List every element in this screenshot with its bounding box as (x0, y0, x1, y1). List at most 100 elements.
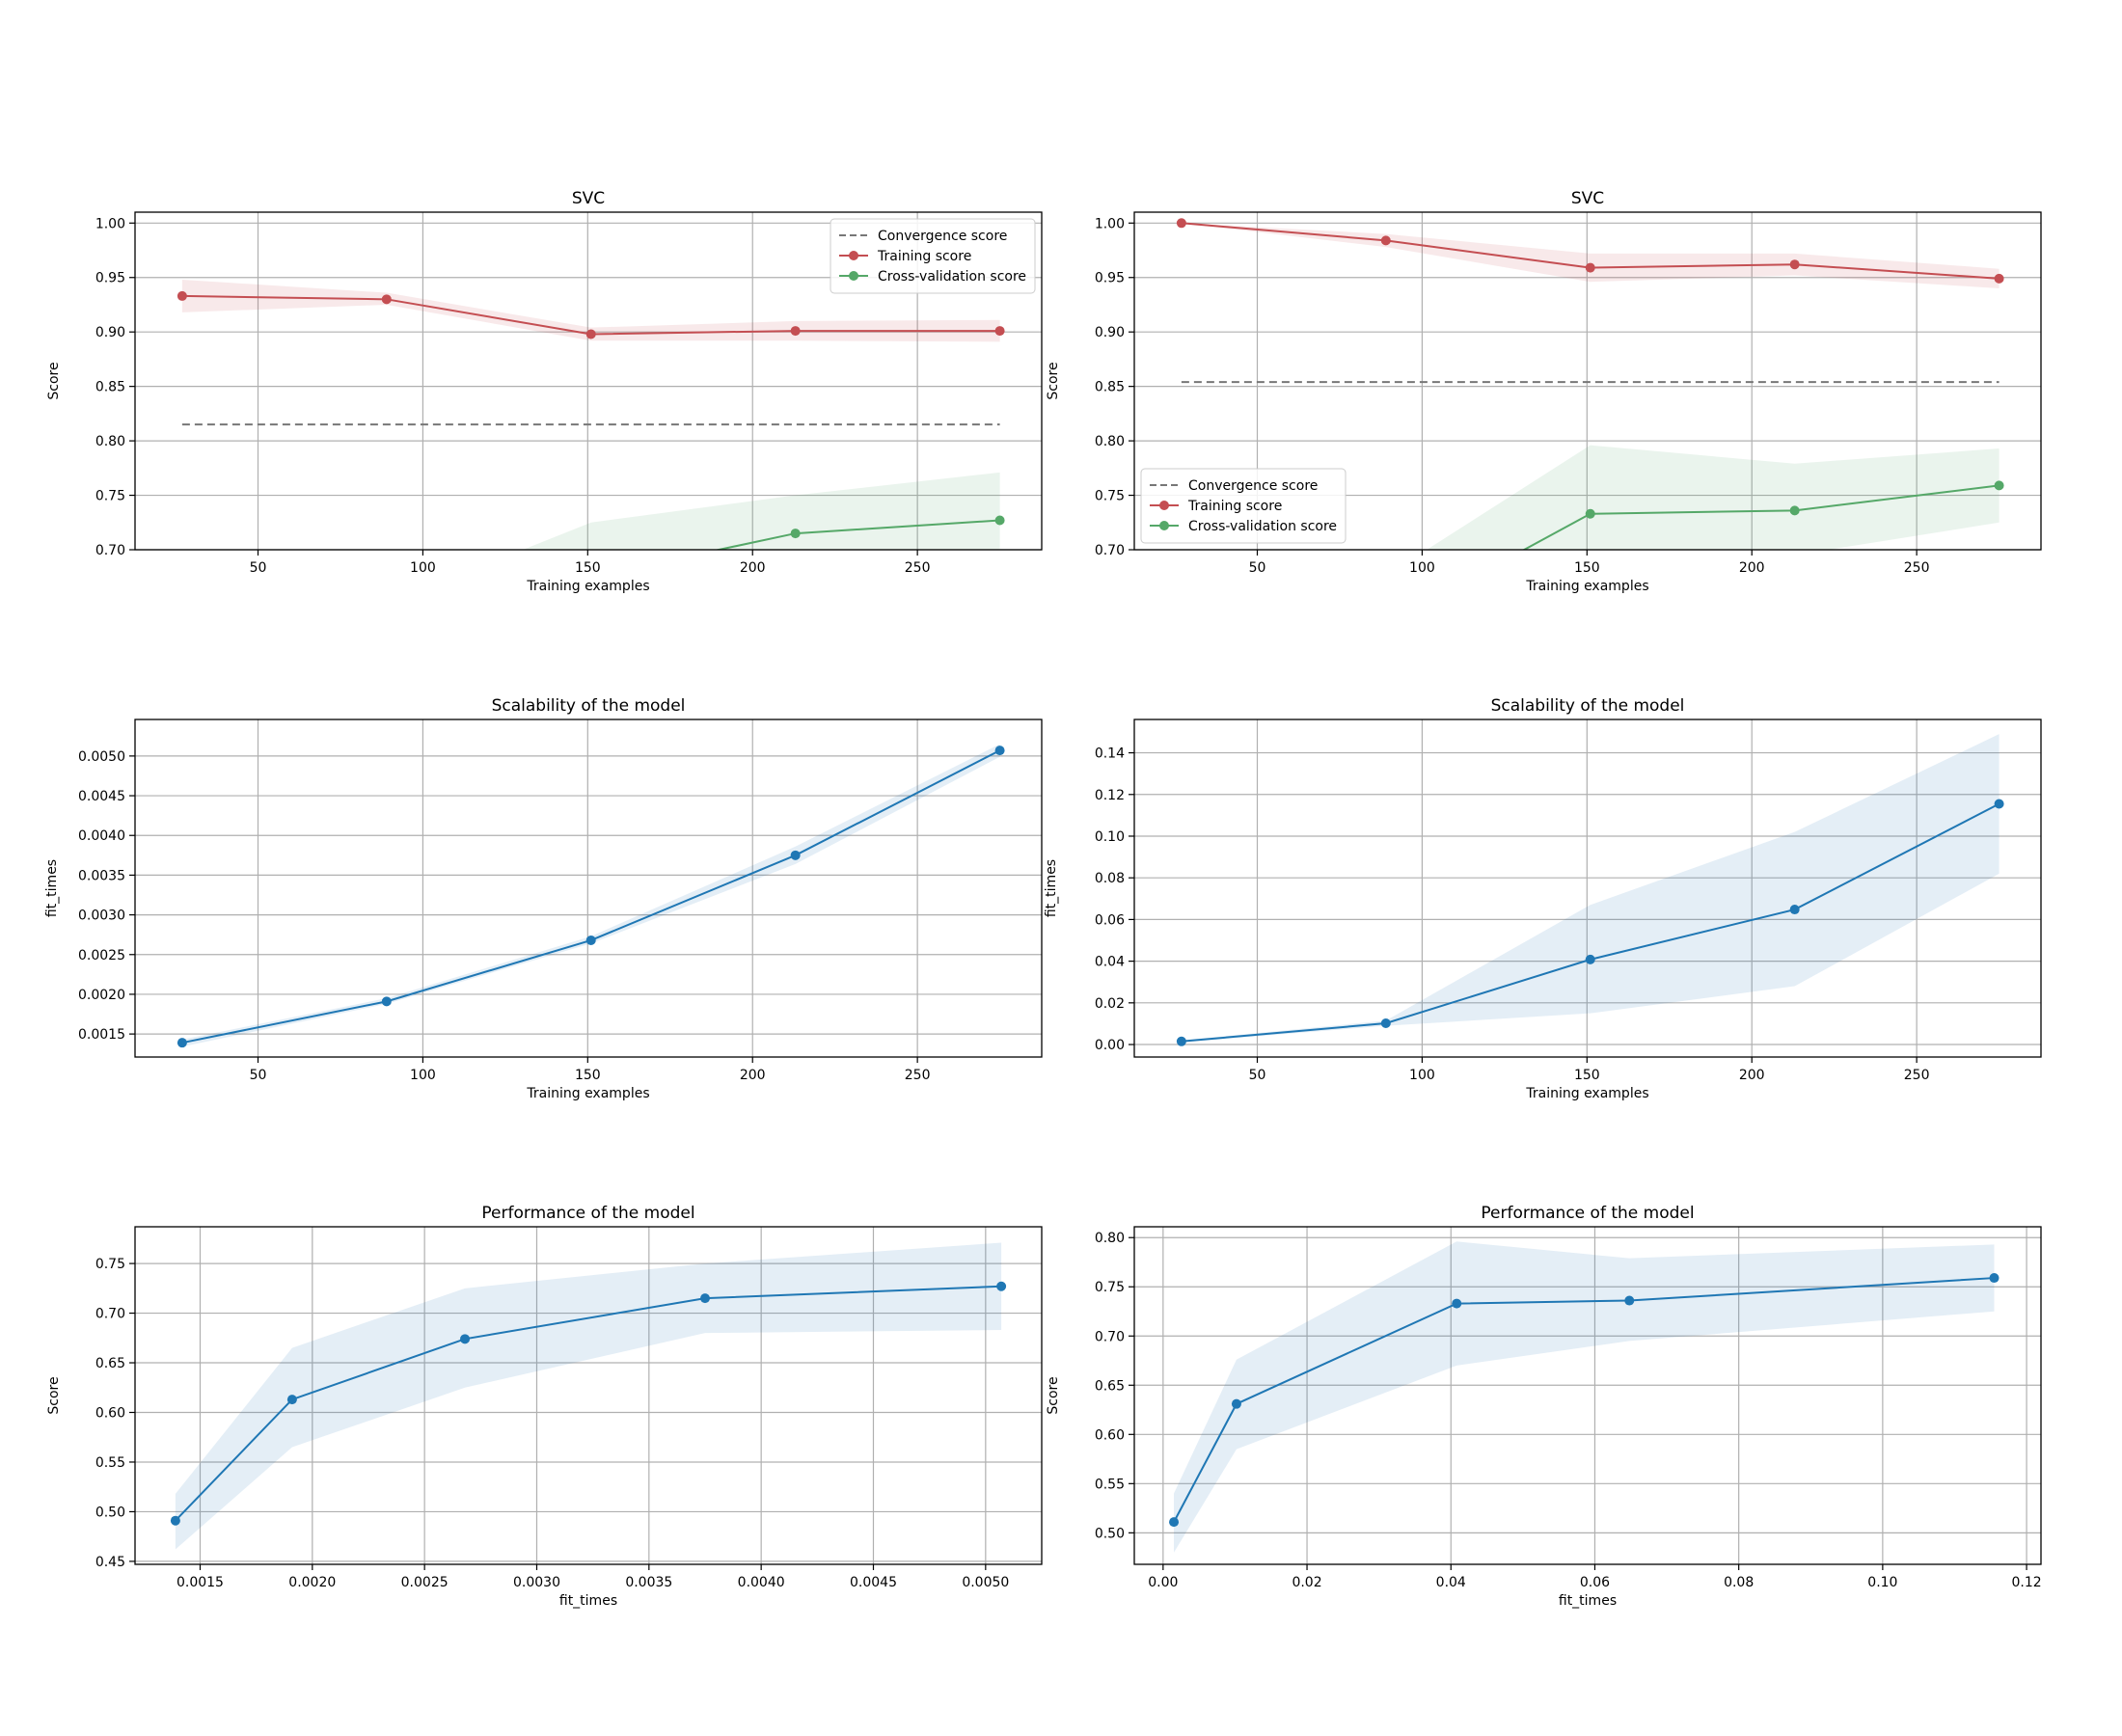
data-point (1169, 1517, 1180, 1528)
y-tick-label: 0.0030 (78, 909, 125, 924)
chart-title: Scalability of the model (492, 696, 686, 716)
y-tick-label: 0.12 (1095, 788, 1125, 803)
data-point (1789, 905, 1800, 915)
series-line-3 (714, 519, 1000, 550)
y-tick-label: 0.50 (1095, 1526, 1125, 1541)
legend-label: Training score (1187, 499, 1282, 514)
x-axis-label: Training examples (1525, 579, 1648, 594)
data-point (1585, 508, 1595, 519)
y-tick-label: 0.65 (95, 1356, 125, 1371)
y-axis-label: Score (46, 1376, 62, 1414)
x-tick-label: 50 (250, 1068, 267, 1083)
data-point (1789, 505, 1800, 516)
plot-frame (1133, 719, 2042, 1058)
chart-panel-6: 0.00 0.02 0.04 0.06 0.08 0.10 0.12 0.50 0.55 0.60… (1046, 1204, 2042, 1609)
x-tick-label: 0.0045 (850, 1575, 897, 1590)
y-axis-label: Score (46, 362, 62, 399)
legend-swatch-marker (1159, 501, 1169, 510)
y-axis-label: fit_times (44, 859, 60, 917)
chart-panel-5: 0.0015 0.0020 0.0025 0.0030 0.0035 0.0040 0.00… (46, 1204, 1043, 1609)
x-tick-label: 150 (575, 1068, 601, 1083)
x-tick-label: 200 (740, 1068, 766, 1083)
confidence-band (175, 1242, 1002, 1550)
data-point (1585, 954, 1595, 964)
y-tick-label: 0.75 (1095, 489, 1125, 504)
y-tick-label: 0.0025 (78, 948, 125, 963)
chart-title: SVC (572, 189, 605, 208)
x-tick-label: 50 (250, 560, 267, 576)
data-point (790, 326, 801, 337)
data-layer (1176, 734, 2004, 1046)
x-tick-label: 100 (1409, 1068, 1435, 1083)
x-tick-label: 200 (1739, 1068, 1765, 1083)
y-tick-label: 0.70 (1095, 1329, 1125, 1344)
x-tick-label: 0.0015 (177, 1575, 224, 1590)
x-axis-label: Training examples (526, 1086, 649, 1101)
y-tick-label: 0.04 (1095, 955, 1125, 970)
x-tick-label: 100 (410, 1068, 436, 1083)
data-point (1994, 480, 2004, 491)
legend-label: Convergence score (878, 229, 1007, 244)
data-layer (177, 280, 1005, 664)
plot-frame (134, 719, 1043, 1058)
y-tick-label: 0.65 (1095, 1378, 1125, 1394)
y-tick-label: 0.75 (95, 489, 125, 504)
data-layer (170, 1242, 1007, 1550)
y-tick-label: 0.55 (95, 1455, 125, 1471)
y-tick-label: 0.08 (1095, 871, 1125, 886)
y-tick-label: 0.60 (1095, 1427, 1125, 1443)
legend: Convergence score Training score Cross-val… (830, 218, 1036, 294)
y-tick-label: 0.85 (95, 380, 125, 395)
x-tick-label: 250 (905, 560, 931, 576)
data-point (1789, 259, 1800, 270)
y-tick-label: 0.14 (1095, 746, 1125, 762)
data-point (585, 935, 596, 945)
x-tick-label: 0.0035 (625, 1575, 672, 1590)
y-tick-label: 0.06 (1095, 912, 1125, 928)
data-layer (1176, 218, 2004, 550)
x-tick-label: 0.0030 (513, 1575, 560, 1590)
chart-panel-4: 50 100 150 200 250 0.00 0.02 0.04 0.06 0.08 0.10 0.… (1044, 696, 2042, 1101)
chart-title: Performance of the model (1481, 1204, 1694, 1223)
legend-box (830, 218, 1036, 294)
data-point (382, 654, 392, 664)
x-tick-label: 0.08 (1724, 1575, 1754, 1590)
y-tick-label: 0.95 (95, 271, 125, 286)
data-point (790, 850, 801, 860)
data-point (1452, 1298, 1462, 1309)
chart-panel-3: 50 100 150 200 250 0.0015 0.0020 0.0025 0.0030 0.… (44, 696, 1043, 1101)
x-tick-label: 0.06 (1580, 1575, 1610, 1590)
y-tick-label: 0.75 (95, 1257, 125, 1272)
legend-swatch-marker (849, 251, 858, 260)
y-tick-label: 0.80 (95, 434, 125, 449)
x-tick-label: 0.04 (1436, 1575, 1466, 1590)
y-tick-label: 0.75 (1095, 1280, 1125, 1295)
y-tick-label: 0.95 (1095, 271, 1125, 286)
y-axis-label: Score (1046, 362, 1061, 399)
y-tick-label: 0.70 (1095, 543, 1125, 558)
data-point (177, 1038, 187, 1048)
y-tick-label: 0.85 (1095, 380, 1125, 395)
x-tick-label: 0.0050 (962, 1575, 1009, 1590)
x-tick-label: 0.02 (1292, 1575, 1321, 1590)
legend-label: Convergence score (1188, 478, 1318, 494)
data-point (1176, 218, 1186, 229)
y-tick-label: 0.0050 (78, 749, 125, 765)
data-point (170, 1515, 180, 1526)
y-tick-label: 0.02 (1095, 996, 1125, 1012)
x-tick-label: 0.0025 (401, 1575, 449, 1590)
x-axis-label: fit_times (559, 1593, 617, 1609)
confidence-band (1427, 445, 2000, 550)
x-tick-label: 250 (1904, 560, 1930, 576)
x-tick-label: 100 (1409, 560, 1435, 576)
x-tick-label: 0.0020 (288, 1575, 336, 1590)
data-point (381, 996, 392, 1007)
data-point (1585, 262, 1595, 273)
data-point (994, 515, 1005, 526)
y-axis-label: Score (1046, 1376, 1061, 1414)
x-tick-label: 200 (740, 560, 766, 576)
x-tick-label: 50 (1249, 560, 1266, 576)
data-point (996, 1281, 1007, 1291)
y-axis-label: fit_times (1044, 859, 1059, 917)
data-layer (177, 744, 1005, 1048)
